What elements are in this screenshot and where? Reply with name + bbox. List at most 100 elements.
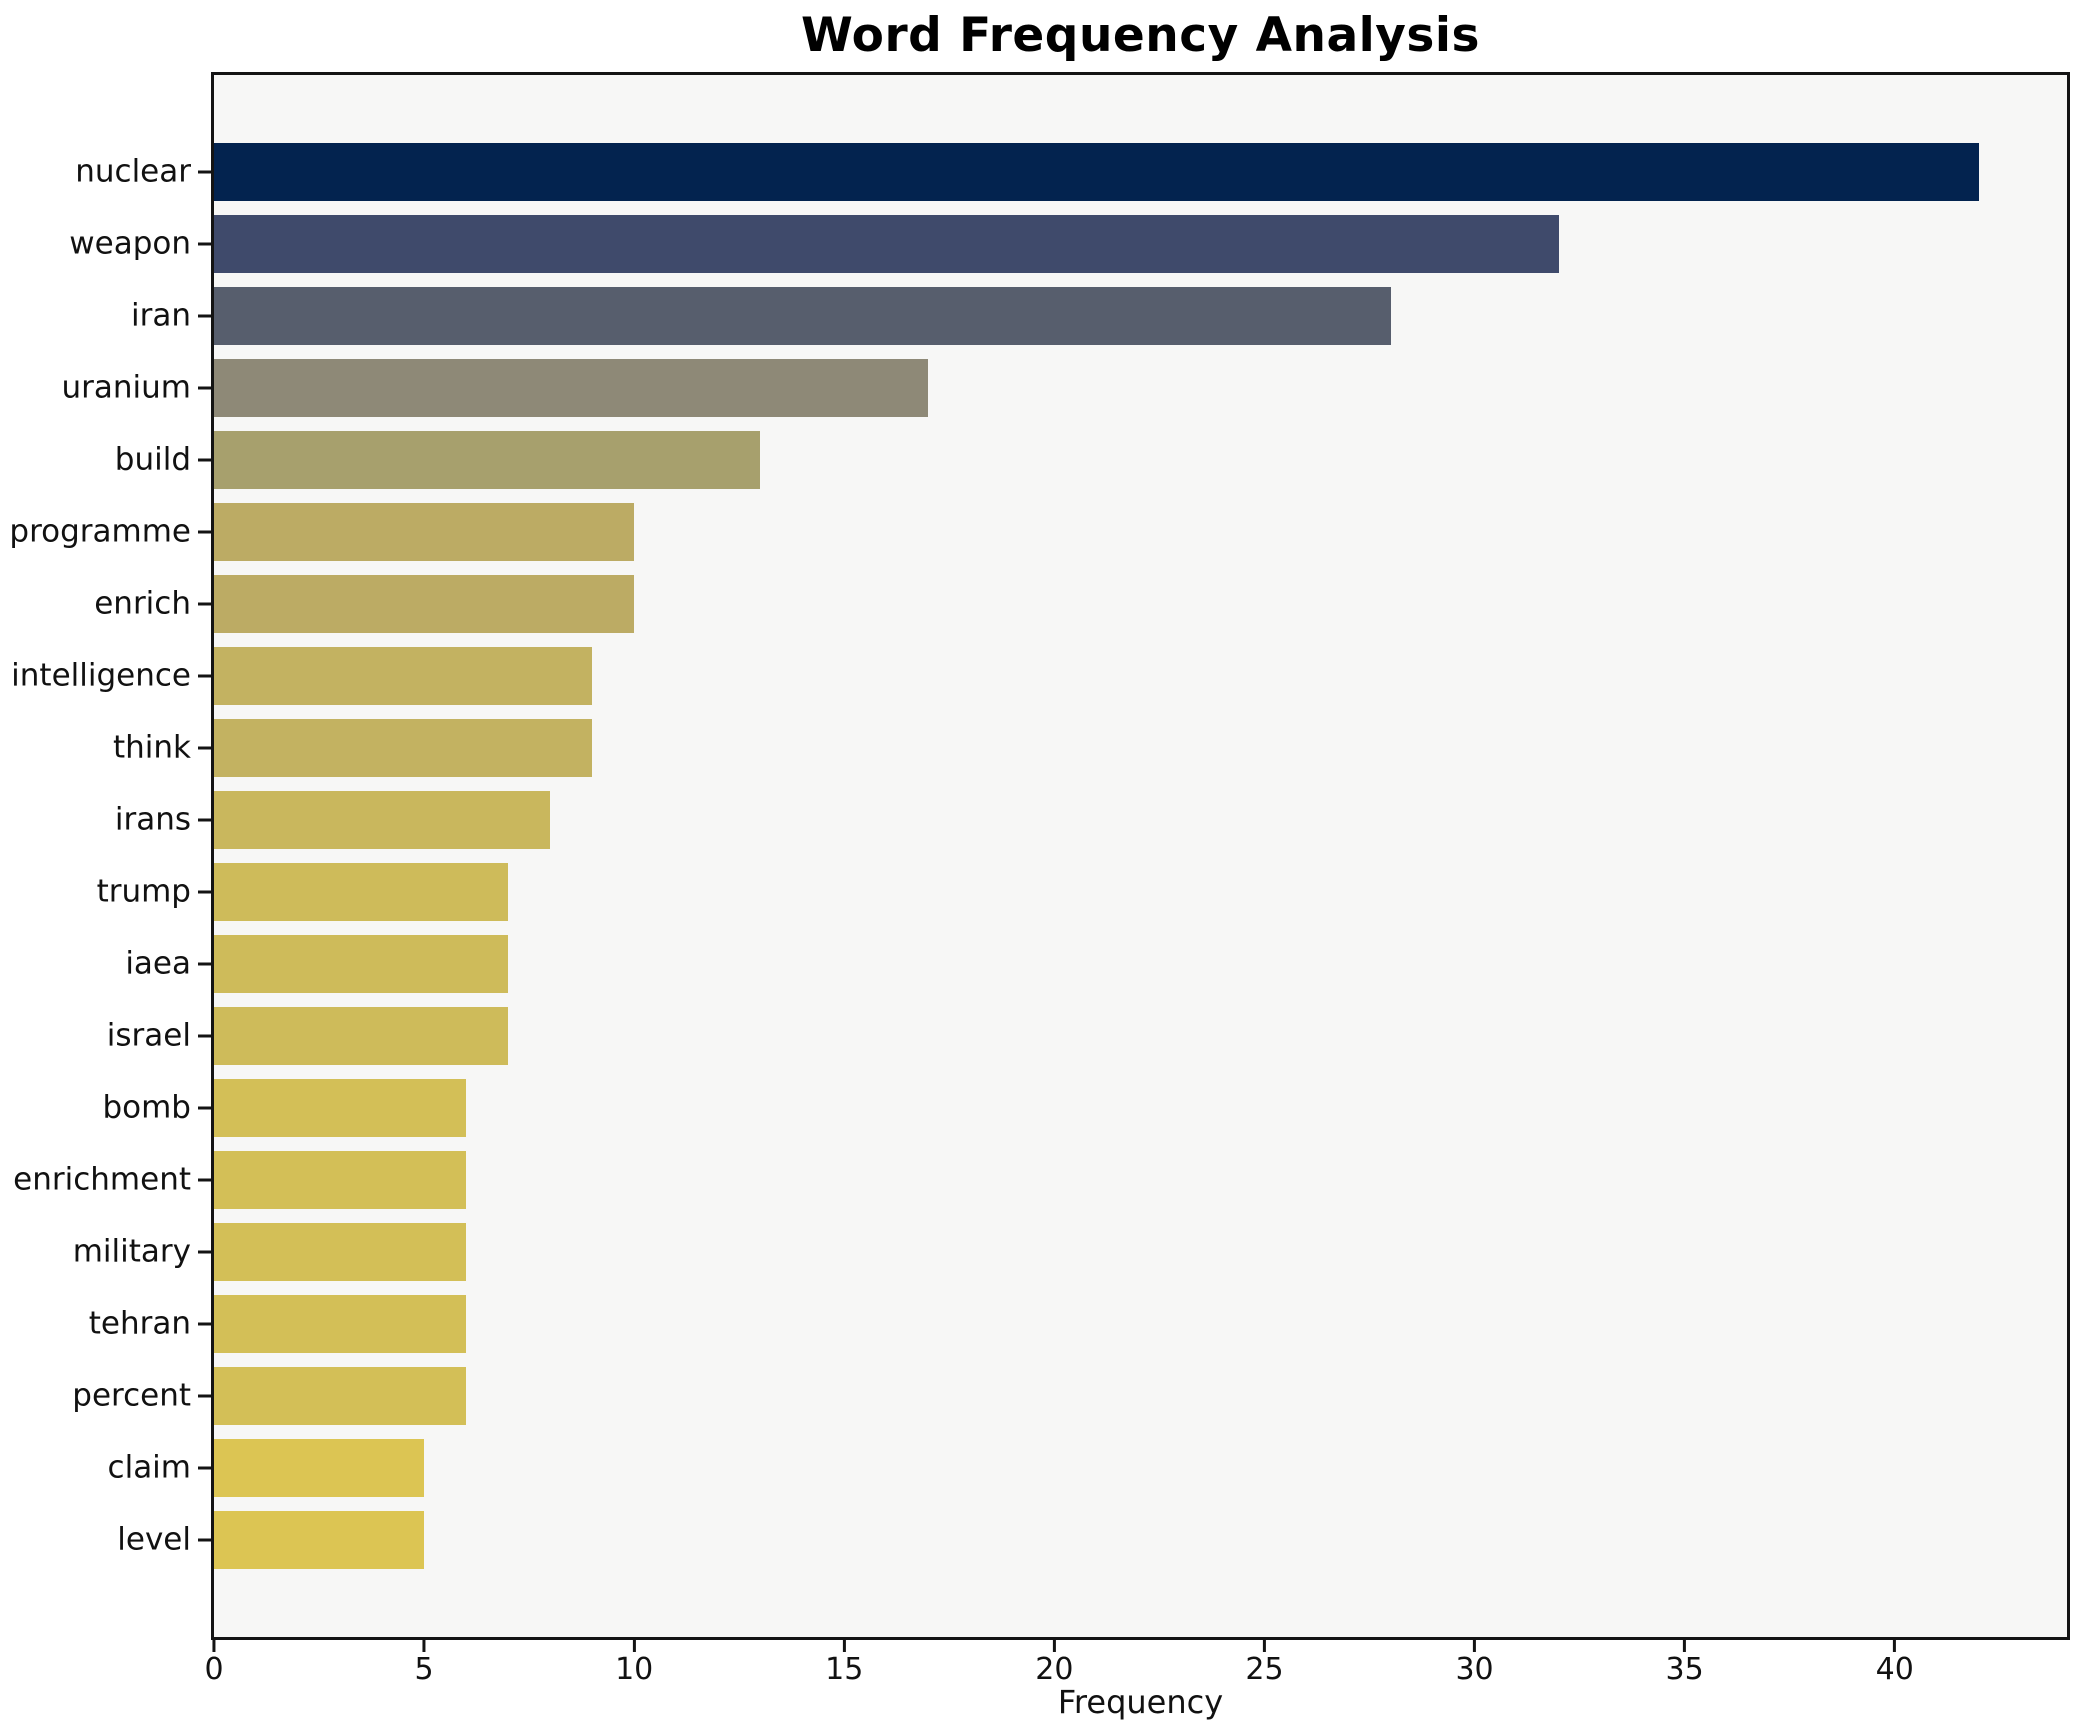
x-tick-label: 10 [615, 1652, 654, 1687]
x-tick-label: 20 [1035, 1652, 1074, 1687]
bar-iaea [214, 935, 509, 993]
x-tick: 35 [1666, 1640, 1704, 1685]
bar-tehran [214, 1295, 467, 1353]
y-tick-mark [198, 818, 211, 822]
x-tick-mark [422, 1640, 426, 1652]
x-tick: 0 [204, 1640, 224, 1687]
y-tick-mark [198, 674, 211, 678]
bar-row: uranium [62, 359, 2067, 417]
bar-weapon [214, 215, 1559, 273]
y-tick-mark [198, 1250, 211, 1254]
x-tick: 15 [825, 1640, 863, 1685]
bar-irans [214, 791, 551, 849]
chart-title: Word Frequency Analysis [801, 8, 1480, 63]
bar-row: claim [108, 1439, 2067, 1497]
bar-iran [214, 287, 1391, 345]
y-tick-mark [198, 170, 211, 174]
x-tick-label: 25 [1245, 1652, 1284, 1687]
bar-row: think [113, 719, 2067, 777]
y-tick-mark [198, 746, 211, 750]
y-tick-label: enrichment [13, 1161, 191, 1198]
x-tick-label: 30 [1455, 1652, 1494, 1687]
bar-row: nuclear [75, 143, 2067, 201]
x-axis: 0 5 10 15 20 25 30 35 40 [204, 1640, 2067, 1700]
y-tick-label: think [112, 729, 191, 766]
bar-row: trump [97, 863, 2067, 921]
bar-row: israel [107, 1007, 2067, 1065]
x-tick-label: 0 [204, 1652, 224, 1687]
bar-row: irans [115, 791, 2067, 849]
y-tick-label: bomb [102, 1089, 191, 1126]
y-tick-mark [198, 1178, 211, 1182]
y-tick-mark [198, 386, 211, 390]
x-tick: 30 [1455, 1640, 1494, 1687]
bar-row: bomb [102, 1079, 2067, 1137]
bar-row: build [115, 431, 2067, 489]
y-tick-label: intelligence [11, 657, 191, 694]
y-tick-mark [198, 1394, 211, 1398]
y-tick-mark [198, 530, 211, 534]
x-tick-mark [212, 1640, 216, 1652]
bar-intelligence [214, 647, 593, 705]
y-tick-label: build [114, 441, 191, 478]
y-tick-mark [198, 962, 211, 966]
y-tick-label: weapon [69, 225, 191, 262]
bar-enrichment [214, 1151, 467, 1209]
bar-enrich [214, 575, 635, 633]
y-tick-label: military [72, 1233, 191, 1270]
x-tick: 20 [1035, 1640, 1073, 1685]
bar-uranium [214, 359, 929, 417]
y-tick-label: iran [130, 297, 191, 334]
y-tick-mark [198, 242, 211, 246]
bar-row: enrich [94, 575, 2067, 633]
bar-row: level [117, 1511, 2067, 1569]
y-tick-mark [198, 890, 211, 894]
y-tick-label: percent [72, 1377, 191, 1414]
y-tick-label: claim [107, 1449, 191, 1486]
bar-row: enrichment [13, 1151, 2067, 1209]
x-tick-mark [632, 1640, 636, 1652]
bar-israel [214, 1007, 509, 1065]
x-tick: 10 [615, 1640, 653, 1685]
bar-row: tehran [89, 1295, 2067, 1353]
y-tick-mark [198, 1034, 211, 1038]
y-tick-label: enrich [94, 585, 191, 622]
y-tick-label: iaea [125, 945, 191, 982]
x-tick-mark [842, 1640, 846, 1652]
bar-programme [214, 503, 635, 561]
y-tick-mark [198, 602, 211, 606]
bar-row: weapon [69, 215, 2067, 273]
y-tick-label: nuclear [75, 153, 191, 190]
plot-area: nuclear weapon iran uranium build programme en… [9, 72, 2070, 1640]
bars-container: nuclear weapon iran uranium build programme en… [9, 75, 2067, 1637]
bar-claim [214, 1439, 425, 1497]
bar-trump [214, 863, 509, 921]
y-tick-mark [198, 1466, 211, 1470]
x-tick-label: 5 [414, 1652, 434, 1687]
y-tick-label: programme [9, 513, 191, 550]
x-tick: 25 [1245, 1640, 1284, 1687]
bar-bomb [214, 1079, 467, 1137]
y-tick-label: level [117, 1521, 191, 1558]
y-tick-mark [198, 1538, 211, 1542]
bar-row: iaea [125, 935, 2067, 993]
bar-percent [214, 1367, 467, 1425]
x-tick-label: 35 [1665, 1652, 1704, 1687]
bar-military [214, 1223, 467, 1281]
y-tick-label: irans [114, 801, 191, 838]
y-tick-mark [198, 458, 211, 462]
y-tick-label: trump [96, 873, 191, 910]
bar-think [214, 719, 593, 777]
x-tick: 5 [415, 1640, 434, 1685]
y-tick-label: tehran [88, 1305, 191, 1342]
bar-row: percent [72, 1367, 2067, 1425]
x-tick: 40 [1876, 1640, 1914, 1685]
bar-row: military [73, 1223, 2067, 1281]
y-tick-mark [198, 1322, 211, 1326]
bar-row: intelligence [11, 647, 2067, 705]
x-tick-label: 40 [1875, 1652, 1914, 1687]
bar-build [214, 431, 761, 489]
x-axis-label: Frequency [1057, 1683, 1224, 1721]
x-tick-mark [1473, 1640, 1477, 1652]
